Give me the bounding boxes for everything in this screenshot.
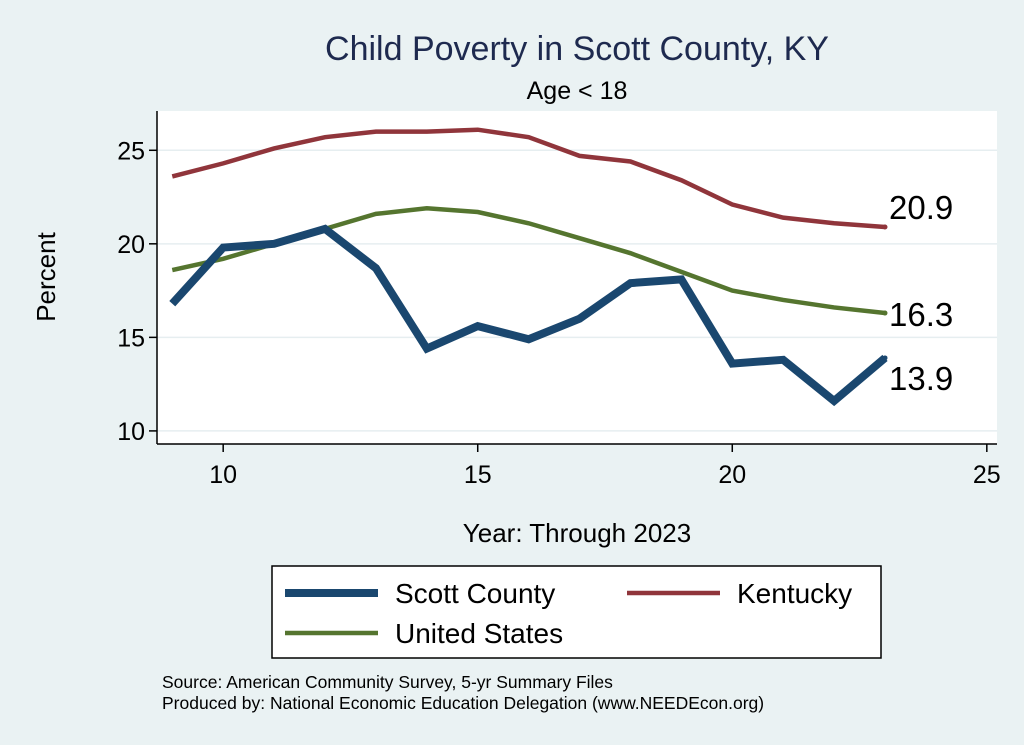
- series-line-scott-county: [169, 224, 888, 407]
- series-line-kentucky: [171, 127, 886, 230]
- end-labels: 13.9 20.9 16.3: [882, 189, 953, 397]
- y-axis-ticks: 10 15 20 25: [117, 137, 157, 446]
- x-axis-label: Year: Through 2023: [463, 518, 691, 548]
- end-label-kentucky: 20.9: [889, 189, 953, 226]
- end-label-united-states: 16.3: [889, 296, 953, 333]
- legend-label-kentucky: Kentucky: [737, 578, 852, 609]
- end-marker: [882, 355, 888, 361]
- plot-area: [157, 111, 997, 444]
- x-tick-label: 10: [209, 461, 237, 489]
- legend: Scott County Kentucky United States: [285, 578, 852, 649]
- y-tick-label: 15: [117, 324, 145, 352]
- chart-title: Child Poverty in Scott County, KY: [325, 30, 829, 68]
- y-axis-label: Percent: [31, 231, 61, 321]
- y-tick-label: 20: [117, 231, 145, 259]
- end-label-scott-county: 13.9: [889, 360, 953, 397]
- x-tick-label: 15: [464, 461, 492, 489]
- x-tick-label: 20: [718, 461, 746, 489]
- chart-subtitle: Age < 18: [527, 77, 628, 105]
- legend-box: [271, 565, 882, 659]
- x-tick-label: 25: [973, 461, 1001, 489]
- gridlines: [157, 149, 997, 432]
- legend-label-united-states: United States: [395, 618, 563, 649]
- producer-note: Produced by: National Economic Education…: [162, 693, 764, 713]
- end-marker: [882, 310, 888, 316]
- x-axis-ticks: 10 15 20 25: [209, 444, 1001, 489]
- series-lines: [169, 127, 888, 407]
- source-note: Source: American Community Survey, 5-yr …: [162, 672, 613, 692]
- y-tick-label: 10: [117, 418, 145, 446]
- end-marker: [882, 224, 888, 230]
- legend-label-scott-county: Scott County: [395, 578, 555, 609]
- y-tick-label: 25: [117, 137, 145, 165]
